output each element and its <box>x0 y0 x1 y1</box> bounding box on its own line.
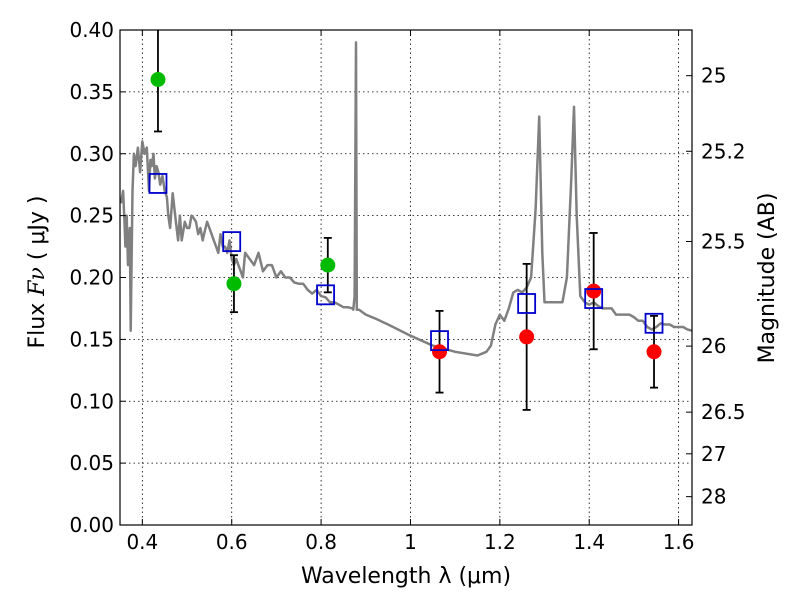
red-data-point <box>519 329 535 345</box>
y2-tick-label: 25.5 <box>701 230 746 254</box>
model-square <box>222 231 242 253</box>
error-bars <box>153 30 659 411</box>
red-data-point <box>432 344 448 360</box>
grid <box>120 29 692 526</box>
spectrum <box>119 41 693 357</box>
y-tick-label: 0.25 <box>69 204 114 228</box>
x-tick-label: 1.4 <box>573 530 605 554</box>
y-axis-label-prefix: Flux <box>25 296 50 349</box>
x-tick-label: 1.2 <box>484 530 516 554</box>
y-tick-label: 0.40 <box>69 18 114 42</box>
red-data-point <box>586 283 602 299</box>
x-tick-label: 0.6 <box>216 530 248 554</box>
ticks: 0.4 0.6 0.8 1 1.2 1.4 1.6 0.00 0.05 0.10 0.15 0.20 0… <box>69 18 745 554</box>
y2-tick-label: 27 <box>701 442 726 466</box>
model-square <box>148 173 168 194</box>
model-square <box>517 293 537 314</box>
y2-tick-label: 26.5 <box>701 400 746 424</box>
y2-tick-label: 26 <box>701 334 726 358</box>
y2-tick-label: 25.2 <box>701 139 746 163</box>
model-square <box>316 284 335 306</box>
y-axis-label: Flux Fν ( μJy ) <box>25 195 50 348</box>
y-tick-label: 0.30 <box>69 142 114 166</box>
right-axis-label: Magnitude (AB) <box>755 193 780 364</box>
y-axis-label-suffix: ( μJy ) <box>25 195 50 260</box>
x-tick-label: 1 <box>404 530 417 554</box>
y-tick-label: 0.10 <box>69 389 114 413</box>
y-tick-label: 0.15 <box>69 327 114 351</box>
y-tick-label: 0.05 <box>69 451 114 475</box>
markers <box>148 72 664 360</box>
x-axis-label: Wavelength λ (μm) <box>301 564 511 589</box>
y-axis-label-symbol: Fν <box>25 267 50 297</box>
green-data-point <box>226 276 242 292</box>
y-tick-label: 0.00 <box>69 513 114 537</box>
model-square <box>430 330 449 352</box>
model-square <box>584 288 604 309</box>
y-tick-label: 0.35 <box>69 80 114 104</box>
green-data-point <box>320 257 336 273</box>
spectrum-line <box>119 41 693 357</box>
x-tick-label: 0.4 <box>126 530 158 554</box>
y-tick-label: 0.20 <box>69 266 114 290</box>
model-square <box>644 312 664 334</box>
green-data-point <box>150 72 166 87</box>
y2-tick-label: 25 <box>701 64 726 88</box>
red-data-point <box>646 344 662 360</box>
x-tick-label: 0.8 <box>305 530 337 554</box>
y2-tick-label: 28 <box>701 485 726 509</box>
x-tick-label: 1.6 <box>663 530 695 554</box>
